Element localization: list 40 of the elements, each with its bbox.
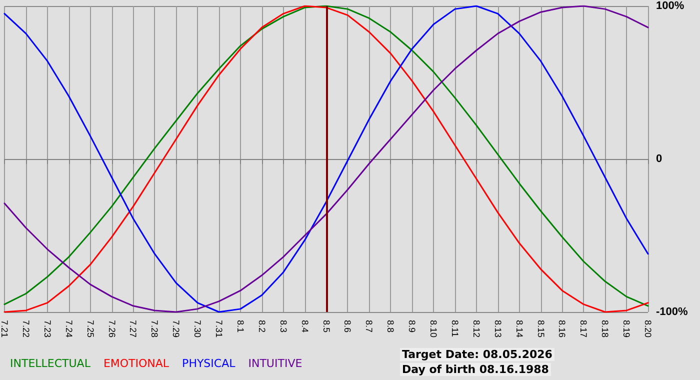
x-tick-label: 7.26: [106, 320, 117, 338]
text: INTELLECTUAL: [10, 357, 92, 370]
x-tick-label: 7.28: [150, 320, 160, 338]
x-tick-label: 8.14: [514, 320, 524, 338]
y-tick-label: 100%: [656, 0, 684, 12]
x-tick-label: 8.9: [407, 320, 418, 333]
x-tick-label: 8.12: [471, 320, 482, 338]
text: INTUITIVE: [248, 357, 302, 370]
x-tick-label: 8.7: [364, 320, 374, 333]
y-tick-label: -100%: [656, 306, 688, 318]
x-tick-label: 8.18: [600, 320, 610, 338]
text: Target Date: 08.05.2026: [402, 348, 553, 361]
x-tick-label: 8.5: [321, 320, 332, 333]
text: EMOTIONAL: [103, 357, 170, 370]
x-tick-label: 8.17: [578, 320, 589, 338]
x-tick-label: 7.21: [0, 320, 10, 338]
x-tick-label: 8.2: [256, 320, 267, 333]
x-tick-label: 7.22: [20, 320, 31, 338]
x-tick-label: 8.20: [643, 320, 653, 338]
x-tick-label: 7.27: [128, 320, 138, 338]
x-tick-label: 8.19: [622, 320, 632, 338]
x-tick-label: 8.8: [386, 320, 396, 333]
x-tick-label: 7.30: [192, 320, 203, 338]
x-tick-label: 8.3: [278, 320, 288, 333]
x-tick-label: 8.1: [235, 320, 246, 333]
x-tick-label: 7.24: [64, 320, 74, 338]
x-tick-label: 7.31: [214, 320, 224, 338]
y-tick-label: 0: [656, 153, 662, 165]
text: Day of birth 08.16.1988: [402, 363, 549, 376]
x-tick-label: 8.10: [428, 320, 438, 338]
x-tick-label: 8.13: [492, 320, 503, 338]
text: PHYSICAL: [182, 357, 236, 370]
x-tick-label: 8.4: [300, 320, 310, 333]
x-tick-label: 8.11: [450, 320, 460, 337]
x-tick-label: 8.16: [557, 320, 568, 338]
x-tick-label: 8.6: [342, 320, 353, 333]
x-tick-label: 7.29: [171, 320, 182, 338]
x-tick-label: 7.23: [42, 320, 52, 338]
x-tick-label: 7.25: [85, 320, 96, 338]
x-tick-label: 8.15: [536, 320, 546, 338]
